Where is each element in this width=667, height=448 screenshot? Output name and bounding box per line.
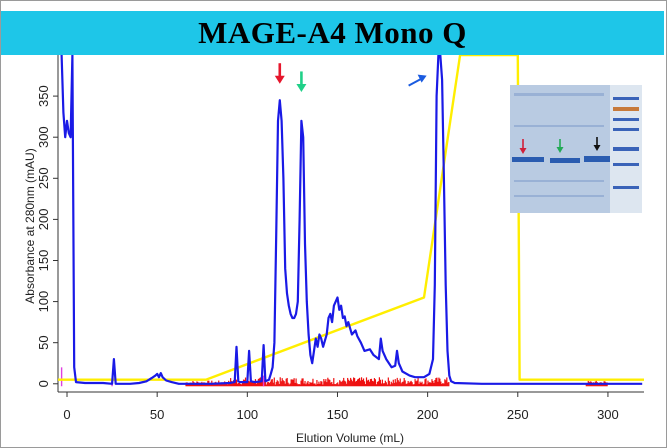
y-axis: 0 50 100 150 200 250 300 350 <box>36 55 59 392</box>
y-tick-label: 300 <box>36 126 51 148</box>
x-tick-label: 100 <box>236 407 258 422</box>
gel-arrow-black-icon <box>593 137 601 151</box>
y-tick-label: 100 <box>36 291 51 313</box>
absorbance-trace-line <box>60 55 643 385</box>
title-bar: MAGE-A4 Mono Q <box>1 11 664 55</box>
x-axis-label: Elution Volume (mL) <box>296 431 404 445</box>
y-tick-label: 50 <box>36 335 51 349</box>
arrow-blue-head-icon <box>417 74 427 83</box>
y-tick-label: 200 <box>36 209 51 231</box>
y-tick-label: 350 <box>36 85 51 107</box>
sds-page-gel-image <box>510 85 642 213</box>
arrow-blue-icon <box>408 77 423 87</box>
x-tick-label: 150 <box>327 407 349 422</box>
series-layer <box>58 55 644 385</box>
y-tick-label: 0 <box>36 380 51 387</box>
baseline-noise <box>60 367 608 387</box>
chart-title: MAGE-A4 Mono Q <box>198 15 467 50</box>
x-tick-label: 50 <box>150 407 164 422</box>
annotation-layer <box>274 63 427 92</box>
gel-arrow-green-icon <box>556 139 564 153</box>
x-axis: 0 50 100 150 200 250 300 <box>58 391 644 422</box>
y-tick-label: 150 <box>36 250 51 272</box>
gradient-line <box>58 55 644 381</box>
y-axis-label: Absorbance at 280nm (mAU) <box>23 148 37 303</box>
arrow-green-icon-head <box>296 83 307 92</box>
x-tick-label: 0 <box>63 407 70 422</box>
x-tick-label: 200 <box>417 407 439 422</box>
arrow-red-icon-head <box>274 75 285 84</box>
gel-arrow-red-icon <box>519 139 527 154</box>
x-tick-label: 250 <box>507 407 529 422</box>
y-tick-label: 250 <box>36 167 51 189</box>
x-tick-label: 300 <box>597 407 619 422</box>
